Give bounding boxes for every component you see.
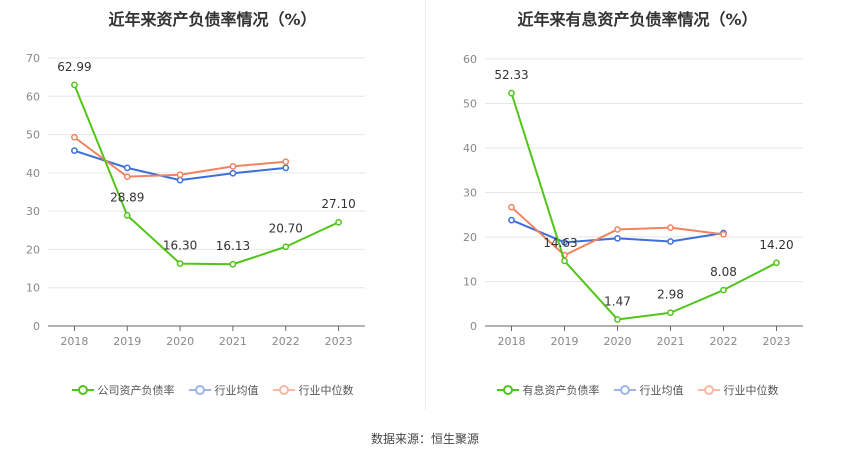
data-label: 16.30 [163,239,197,253]
legend-green-line-icon [71,385,94,395]
y-tick-label: 60 [463,53,477,66]
data-point [614,234,621,242]
y-tick-label: 20 [463,231,477,244]
y-tick-label: 30 [26,205,40,218]
legend-item-industry-mean[interactable]: 行业均值 [188,382,259,398]
data-point [176,171,184,179]
data-point [282,243,290,251]
legend-label: 行业均值 [639,384,684,397]
line-chart-interest-debt-ratio: 0 10 20 30 40 50 60 2018 2019 2020 2021 2022 2023 52.… [463,53,803,348]
data-point [176,176,184,184]
legend-label: 行业中位数 [723,384,779,397]
y-tick-label: 50 [463,98,477,111]
data-point [282,158,290,166]
legend-label: 行业均值 [214,384,259,397]
data-point [123,212,131,219]
data-point [508,203,515,211]
data-point [229,169,237,177]
data-point [71,81,78,89]
legend-label: 行业中位数 [298,384,354,397]
data-source-note: 数据来源：恒生聚源 [370,432,479,446]
legend-item-company[interactable]: 有息资产负债率 [496,382,600,398]
y-tick-label: 20 [26,243,40,256]
x-tick-label: 2022 [272,335,300,348]
data-point [176,260,184,267]
data-point [508,89,515,97]
data-point [614,226,621,233]
y-tick-label: 10 [26,282,40,295]
data-point [773,259,780,267]
legend-blue-line-icon [613,385,636,395]
x-tick-label: 2023 [763,335,791,348]
y-tick-label: 60 [26,90,40,103]
legend-label: 有息资产负债率 [522,384,600,397]
data-point [71,147,78,155]
y-tick-label: 0 [470,320,477,333]
legend-label: 公司资产负债率 [97,384,175,397]
y-tick-label: 70 [26,52,40,65]
data-label: 62.99 [57,60,91,74]
data-point [71,133,78,141]
y-tick-label: 30 [463,187,477,200]
data-point [335,218,342,226]
series-line [73,84,340,266]
x-tick-label: 2020 [166,335,194,348]
chart-panel-interest-debt-ratio: 近年来有息资产负债率情况（%） 0 10 20 30 40 50 60 2018 2019 202… [425,0,850,410]
data-point [667,224,674,232]
data-point [667,238,674,245]
data-label: 1.47 [604,294,631,308]
data-point [123,173,131,181]
data-label: 16.13 [216,239,250,253]
data-point [229,162,237,170]
y-tick-label: 0 [33,320,40,333]
x-tick-label: 2023 [325,335,353,348]
x-tick-label: 2018 [498,335,526,348]
chart-title: 近年来资产负债率情况（%） [108,10,317,29]
data-label: 14.63 [543,236,577,250]
x-tick-label: 2018 [60,335,88,348]
y-tick-label: 50 [26,129,40,142]
legend-blue-line-icon [188,385,211,395]
x-tick-label: 2021 [657,335,685,348]
data-label: 28.89 [110,190,144,204]
data-label: 14.20 [759,238,793,252]
legend-orange-line-icon [697,385,720,395]
chart-legend: 公司资产负债率 行业均值 行业中位数 [0,382,425,398]
line-chart-debt-ratio: 0 10 20 30 40 50 60 70 2018 2019 2020 2021 2022 2023 6… [26,52,365,348]
data-point [561,238,568,246]
y-tick-label: 10 [463,276,477,289]
data-label: 2.98 [657,288,684,302]
x-tick-label: 2020 [604,335,632,348]
data-point [614,316,621,323]
legend-item-company[interactable]: 公司资产负债率 [71,382,175,398]
y-tick-label: 40 [26,167,40,180]
data-label: 8.08 [710,265,737,279]
chart-title: 近年来有息资产负债率情况（%） [517,10,758,29]
series-line [510,92,777,321]
x-tick-label: 2022 [710,335,738,348]
data-point [508,216,515,224]
data-point [720,286,727,294]
data-label: 27.10 [321,197,355,211]
data-point [282,164,290,172]
data-point [667,309,674,317]
legend-item-industry-median[interactable]: 行业中位数 [697,382,779,398]
legend-item-industry-mean[interactable]: 行业均值 [613,382,684,398]
chart-panel-debt-ratio: 近年来资产负债率情况（%） 0 10 20 30 40 50 60 70 2018 2019 202… [0,0,425,410]
chart-legend: 有息资产负债率 行业均值 行业中位数 [425,382,850,398]
data-point [720,230,727,238]
y-tick-label: 40 [463,142,477,155]
data-point [229,260,237,268]
x-tick-label: 2019 [113,335,141,348]
data-label: 20.70 [269,222,303,236]
legend-orange-line-icon [272,385,295,395]
panel-divider [425,0,426,410]
data-point [123,164,131,172]
x-tick-label: 2019 [551,335,579,348]
legend-item-industry-median[interactable]: 行业中位数 [272,382,354,398]
data-label: 52.33 [494,68,528,82]
legend-green-line-icon [496,385,519,395]
data-point [561,257,568,265]
x-tick-label: 2021 [219,335,247,348]
